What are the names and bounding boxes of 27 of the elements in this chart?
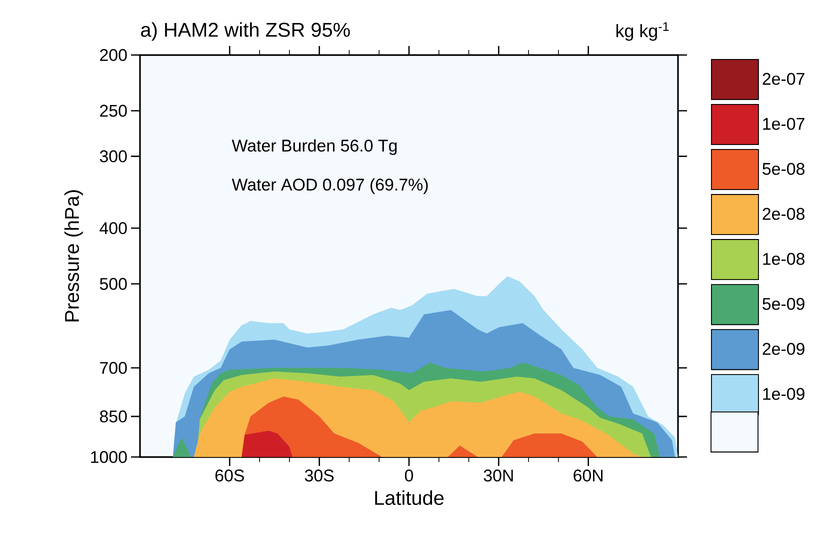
y-tick-label: 300 xyxy=(100,150,127,162)
legend-label: 5e-09 xyxy=(762,298,804,310)
legend-label: 1e-08 xyxy=(763,252,804,265)
y-tick-label: 700 xyxy=(100,362,127,374)
legend-label: 5e-08 xyxy=(762,162,804,175)
x-tick-label: 30S xyxy=(304,470,334,482)
legend-label: 2e-07 xyxy=(762,72,804,85)
y-tick-label: 1000 xyxy=(91,451,127,464)
y-tick-label: 500 xyxy=(100,278,127,290)
x-tick-label: 60S xyxy=(215,470,244,482)
legend-label: 1e-07 xyxy=(763,118,804,130)
y-tick-label: 400 xyxy=(100,222,127,234)
y-tick-label: 200 xyxy=(100,49,127,62)
legend-label: 2e-08 xyxy=(762,208,804,220)
y-tick-label: 250 xyxy=(100,104,127,117)
legend-label: 2e-09 xyxy=(762,342,804,355)
x-tick-label: 60N xyxy=(574,470,602,482)
x-tick-label: 30N xyxy=(484,470,513,482)
y-tick-label: 850 xyxy=(100,410,127,422)
annotation: Water Burden 56.0 Tg xyxy=(232,139,397,155)
y-axis-title: Pressure (hPa) xyxy=(64,190,83,322)
x-axis-title: Latitude xyxy=(375,490,444,505)
chart-title: a) HAM2 with ZSR 95% xyxy=(141,22,350,41)
legend-label: 1e-09 xyxy=(763,388,804,400)
color-bar-title: kg kg$^{-1}$ xyxy=(616,22,669,41)
x-tick-label: 0 xyxy=(404,470,414,482)
annotation: Water AOD 0.097 (69.7%) xyxy=(232,178,428,194)
